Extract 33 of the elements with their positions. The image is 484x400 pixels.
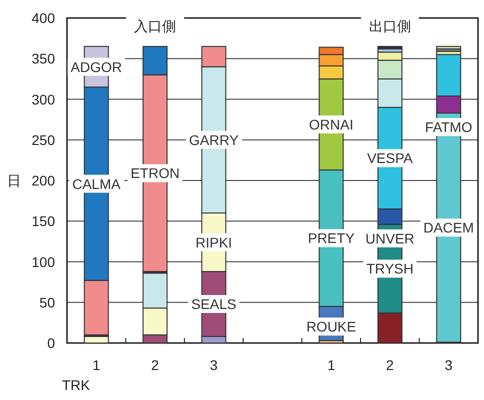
series-label: CALMA <box>72 176 122 192</box>
series-label: VESPA <box>367 150 414 166</box>
series-label: RIPKI <box>195 234 232 250</box>
x-tick-label: 1 <box>327 357 336 373</box>
y-tick-label: 50 <box>39 294 56 310</box>
series-label: TRYSH <box>366 260 414 277</box>
series-label: ADGOR <box>70 58 122 75</box>
series-label: ROUKE <box>306 318 356 335</box>
x-tick-label: 2 <box>151 357 160 373</box>
series-label: GARRY <box>189 132 240 148</box>
series-label: UNVER <box>365 230 414 246</box>
series-label: DACEM <box>423 220 474 236</box>
annotation: 出口側 <box>368 18 411 34</box>
x-tick-label: 3 <box>210 357 218 373</box>
x-axis-title: TRK <box>62 377 91 393</box>
series-label: ETRON <box>130 165 180 182</box>
y-tick-label: 350 <box>32 50 56 67</box>
x-tick-label: 3 <box>444 357 453 373</box>
series-label: ORNAI <box>309 116 354 132</box>
series-label: PRETY <box>308 230 356 246</box>
x-tick-label: 1 <box>92 357 100 373</box>
series-label: FATMO <box>425 119 472 136</box>
y-tick-label: 150 <box>32 213 56 230</box>
y-tick-label: 250 <box>32 132 56 148</box>
y-tick-label: 100 <box>32 254 56 270</box>
y-tick-label: 0 <box>47 335 56 351</box>
y-tick-label: 200 <box>32 172 56 188</box>
y-axis-title: 日 <box>7 172 21 188</box>
y-tick-label: 300 <box>32 91 56 108</box>
y-tick-label: 400 <box>32 10 56 26</box>
x-tick-label: 2 <box>386 357 394 373</box>
annotation: 入口側 <box>134 18 176 34</box>
series-label: SEALS <box>191 296 236 312</box>
